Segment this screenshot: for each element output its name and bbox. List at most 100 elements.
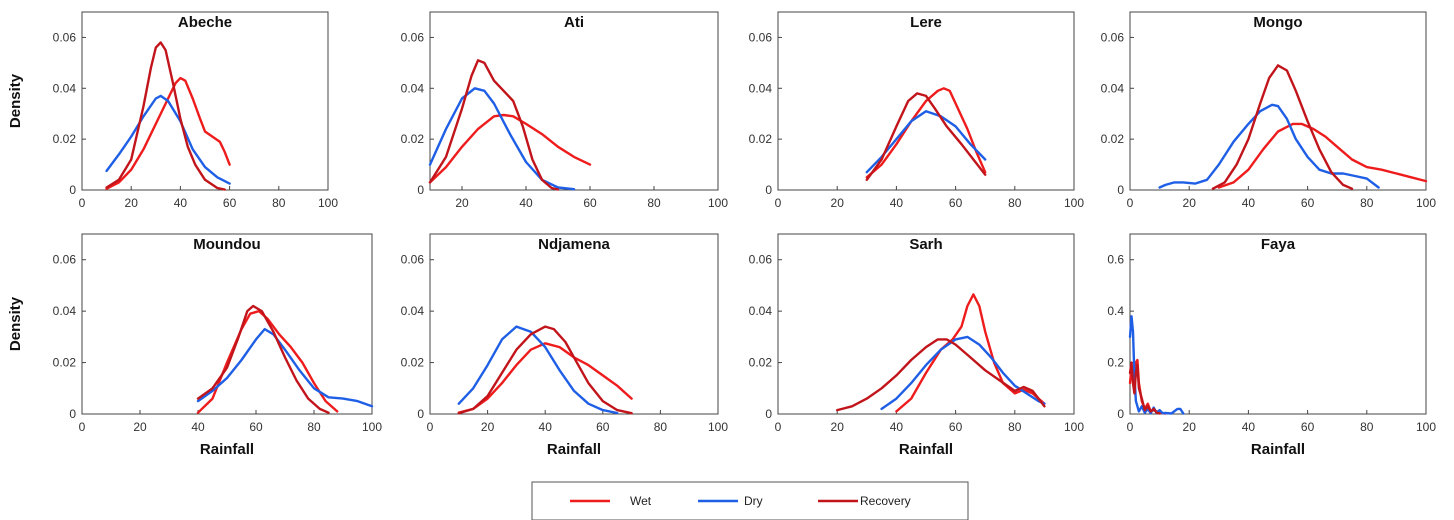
plot-frame xyxy=(1129,233,1427,415)
x-tick-label: 0 xyxy=(79,420,86,434)
legend: Wet Dry Recovery xyxy=(531,481,969,520)
panel-ndjamena: 0 0.02 0.04 0.06 0 20 40 60 80 100 Ndjamena Rainfal… xyxy=(401,233,728,458)
y-tick-label: 0.06 xyxy=(53,30,77,44)
y-tick-label: 0 xyxy=(417,407,424,421)
y-axis-label: Density xyxy=(7,73,24,128)
series-line-wet xyxy=(457,342,633,414)
y-tick-label: 0 xyxy=(1117,407,1124,421)
y-axis-label: Density xyxy=(7,296,24,351)
x-tick-label: 20 xyxy=(831,420,845,434)
legend-item-dry: Dry xyxy=(698,494,763,508)
x-tick-label: 80 xyxy=(307,420,321,434)
y-tick-label: 0.02 xyxy=(1101,132,1125,146)
x-tick-label: 80 xyxy=(272,196,286,210)
x-tick-label: 80 xyxy=(1360,420,1374,434)
x-tick-label: 80 xyxy=(1008,420,1022,434)
series-line-recovery xyxy=(1211,64,1354,190)
panel-title: Mongo xyxy=(1253,14,1302,31)
panel-title: Moundou xyxy=(193,236,260,253)
y-tick-label: 0.06 xyxy=(53,253,77,267)
legend-item-wet: Wet xyxy=(570,494,652,508)
series-line-dry xyxy=(457,325,619,415)
x-tick-label: 20 xyxy=(1183,420,1197,434)
y-tick-label: 0.4 xyxy=(1107,304,1124,318)
series-line-recovery xyxy=(457,325,633,415)
panel-faya: 0 0.2 0.4 0.6 0 20 40 60 80 100 Faya Rainfall xyxy=(1107,233,1436,458)
x-tick-label: 40 xyxy=(191,420,205,434)
x-tick-label: 0 xyxy=(427,420,434,434)
y-tick-label: 0.06 xyxy=(401,30,425,44)
plot-frame xyxy=(429,233,719,415)
x-tick-label: 100 xyxy=(1064,196,1084,210)
x-tick-label: 60 xyxy=(1301,420,1315,434)
panel-title: Ati xyxy=(564,14,584,31)
panel-title: Sarh xyxy=(909,236,942,253)
y-tick-label: 0.04 xyxy=(53,304,77,318)
x-tick-label: 80 xyxy=(1360,196,1374,210)
x-tick-label: 40 xyxy=(1242,420,1256,434)
y-tick-label: 0.6 xyxy=(1107,253,1124,267)
x-tick-label: 80 xyxy=(654,420,668,434)
panel-title: Ndjamena xyxy=(538,236,610,253)
x-axis-label: Rainfall xyxy=(200,441,254,458)
x-tick-label: 20 xyxy=(831,196,845,210)
panel-sarh: 0 0.02 0.04 0.06 0 20 40 60 80 100 Sarh Rainfall xyxy=(749,233,1084,458)
panel-title: Faya xyxy=(1261,236,1296,253)
panel-ati: 0 0.02 0.04 0.06 20 40 60 80 100 Ati xyxy=(401,11,728,210)
series-line-dry xyxy=(1128,315,1185,415)
y-tick-label: 0.04 xyxy=(1101,81,1125,95)
x-tick-label: 0 xyxy=(775,196,782,210)
y-tick-label: 0.06 xyxy=(401,253,425,267)
x-tick-label: 20 xyxy=(125,196,139,210)
x-tick-label: 100 xyxy=(708,196,728,210)
y-tick-label: 0.06 xyxy=(749,30,773,44)
x-tick-label: 0 xyxy=(1127,420,1134,434)
y-tick-label: 0.02 xyxy=(53,356,77,370)
x-tick-label: 100 xyxy=(1416,420,1436,434)
panel-title: Lere xyxy=(910,14,942,31)
y-tick-label: 0.04 xyxy=(401,81,425,95)
y-tick-label: 0.04 xyxy=(749,81,773,95)
x-tick-label: 60 xyxy=(949,420,963,434)
series-line-recovery xyxy=(105,41,226,191)
y-tick-label: 0.02 xyxy=(749,132,773,146)
x-axis-label: Rainfall xyxy=(1251,441,1305,458)
plot-frame xyxy=(81,233,373,415)
series-line-wet xyxy=(105,76,231,190)
y-tick-label: 0 xyxy=(765,183,772,197)
x-tick-label: 40 xyxy=(519,196,533,210)
y-tick-label: 0.02 xyxy=(749,356,773,370)
x-tick-label: 80 xyxy=(1008,196,1022,210)
x-tick-label: 0 xyxy=(79,196,86,210)
y-tick-label: 0.02 xyxy=(401,356,425,370)
legend-label: Recovery xyxy=(860,494,911,508)
y-tick-label: 0.04 xyxy=(401,304,425,318)
x-tick-label: 40 xyxy=(890,420,904,434)
x-axis-label: Rainfall xyxy=(547,441,601,458)
plot-frame xyxy=(1129,11,1427,191)
x-tick-label: 100 xyxy=(708,420,728,434)
series-line-wet xyxy=(428,113,592,184)
x-tick-label: 60 xyxy=(1301,196,1315,210)
series-line-recovery xyxy=(196,304,330,414)
panel-mongo: 0 0.02 0.04 0.06 0 20 40 60 80 100 Mongo xyxy=(1101,11,1436,210)
series-line-wet xyxy=(895,293,1046,413)
y-tick-label: 0.06 xyxy=(1101,30,1125,44)
x-tick-label: 100 xyxy=(1064,420,1084,434)
x-tick-label: 100 xyxy=(1416,196,1436,210)
x-tick-label: 100 xyxy=(318,196,338,210)
x-tick-label: 40 xyxy=(890,196,904,210)
legend-item-recovery: Recovery xyxy=(818,494,911,508)
panel-lere: 0 0.02 0.04 0.06 0 20 40 60 80 100 Lere xyxy=(749,11,1084,210)
y-tick-label: 0.04 xyxy=(53,81,77,95)
series-line-recovery xyxy=(865,92,987,181)
x-tick-label: 60 xyxy=(596,420,610,434)
x-tick-label: 60 xyxy=(223,196,237,210)
plot-frame xyxy=(777,233,1075,415)
y-tick-label: 0.04 xyxy=(749,304,773,318)
x-tick-label: 40 xyxy=(1242,196,1256,210)
x-tick-label: 20 xyxy=(455,196,469,210)
panel-title: Abeche xyxy=(178,14,232,31)
series-line-wet xyxy=(196,309,339,414)
